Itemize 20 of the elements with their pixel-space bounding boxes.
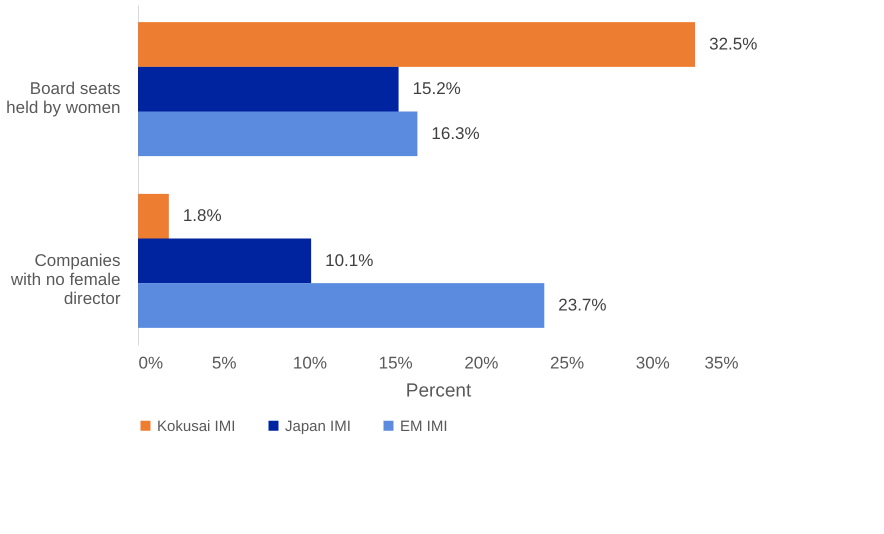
x-tick-label: 15% <box>378 354 413 372</box>
x-tick-label: 35% <box>704 354 738 372</box>
legend-label: Japan IMI <box>285 418 351 435</box>
data-label: 23.7% <box>558 296 606 315</box>
data-label: 15.2% <box>412 79 461 98</box>
legend-label: Kokusai IMI <box>157 418 236 435</box>
x-tick-label: 5% <box>212 354 237 372</box>
data-label: 32.5% <box>709 34 758 54</box>
data-label: 16.3% <box>431 124 480 143</box>
x-tick-label: 25% <box>550 354 584 372</box>
y-tick-label: Board seats held by women <box>6 79 120 118</box>
x-tick-label: 10% <box>292 354 327 372</box>
x-tick-label: 0% <box>138 354 164 372</box>
x-axis-title: Percent <box>406 380 472 402</box>
x-tick-label: 30% <box>636 354 670 372</box>
x-tick-label: 20% <box>464 354 498 372</box>
data-label: 10.1% <box>325 250 374 270</box>
y-tick-label: Companies with no female director <box>10 250 121 308</box>
data-label: 1.8% <box>182 206 222 226</box>
legend-label: EM IMI <box>400 418 448 435</box>
